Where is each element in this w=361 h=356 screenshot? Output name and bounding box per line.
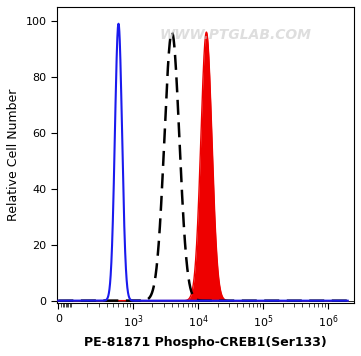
Text: WWW.PTGLAB.COM: WWW.PTGLAB.COM bbox=[159, 28, 311, 42]
X-axis label: PE-81871 Phospho-CREB1(Ser133): PE-81871 Phospho-CREB1(Ser133) bbox=[84, 336, 327, 349]
Y-axis label: Relative Cell Number: Relative Cell Number bbox=[7, 89, 20, 221]
